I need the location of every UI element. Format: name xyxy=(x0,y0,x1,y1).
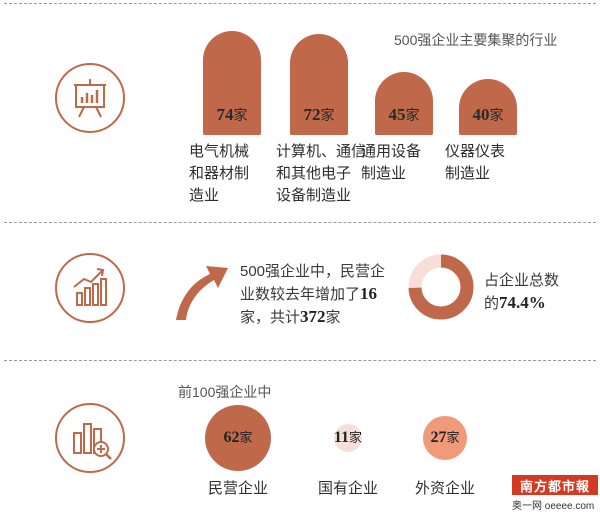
category-label-line: 制造业 xyxy=(361,165,407,182)
top100-title: 前100强企业中 xyxy=(178,384,272,400)
bubble-category-label: 国有企业 xyxy=(317,480,378,497)
bar-4: 40家 xyxy=(459,79,517,135)
bubble-value: 27 xyxy=(430,429,447,446)
bar-value-label: 72家 xyxy=(290,105,348,125)
bubble-unit: 家 xyxy=(349,430,363,445)
bubble-value-label: 11家 xyxy=(308,427,388,447)
bar-value: 74 xyxy=(216,105,234,124)
bar-value-label: 45家 xyxy=(375,105,433,125)
industry-chart-title: 500强企业主要集聚的行业 xyxy=(394,32,558,48)
stat-line-2-text: 业数较去年增加了 xyxy=(240,286,361,303)
divider-middle-2 xyxy=(4,360,596,361)
share-caption-line-1: 占企业总数 xyxy=(484,272,560,289)
bar-1: 74家 xyxy=(203,31,261,135)
bar-value: 72 xyxy=(303,105,321,124)
bar-unit: 家 xyxy=(405,107,420,123)
bubble-category-label: 民营企业 xyxy=(207,480,268,497)
bubble-1 xyxy=(205,405,271,471)
newspaper-logo: 南方都市報 xyxy=(512,475,598,495)
bubble-unit: 家 xyxy=(446,430,460,445)
bar-value: 45 xyxy=(388,105,406,124)
share-donut-chart xyxy=(408,254,474,320)
curved-arrow-icon xyxy=(176,266,228,320)
bar-2: 72家 xyxy=(290,34,348,135)
donut-share-arc xyxy=(408,254,474,320)
category-label-line: 仪器仪表 xyxy=(445,143,506,160)
bubble-category-label: 外资企业 xyxy=(414,480,475,497)
growth-chart-icon xyxy=(55,253,125,323)
divider-middle-1 xyxy=(4,222,596,223)
category-label-line: 计算机、通信 xyxy=(276,143,367,160)
bar-unit: 家 xyxy=(233,107,248,123)
category-label-line: 通用设备 xyxy=(361,143,422,160)
category-label: 仪器仪表 制造业 xyxy=(445,141,505,185)
stat-line-3: 家，共计372家 xyxy=(240,306,385,329)
logo-subtitle: 奥一网 oeeee.com xyxy=(512,501,595,512)
stat-increase-value: 16 xyxy=(360,284,378,303)
private-enterprise-stat: 500强企业中，民营企 业数较去年增加了16 家，共计372家 xyxy=(240,261,385,329)
share-caption-line-2: 的74.4% xyxy=(484,292,559,315)
bubble-value: 62 xyxy=(223,429,240,446)
stat-line-3-unit: 家 xyxy=(325,309,341,326)
bubble-3 xyxy=(423,416,467,460)
stat-line-3-text: 家，共计 xyxy=(240,309,301,326)
stat-total-value: 372 xyxy=(300,307,326,326)
bar-value-label: 40家 xyxy=(459,105,517,125)
category-label-line: 和其他电子 xyxy=(276,165,352,182)
share-caption-prefix: 的 xyxy=(484,295,500,312)
bar-3: 45家 xyxy=(375,72,433,135)
stat-line-2: 业数较去年增加了16 xyxy=(240,283,385,306)
category-label-line: 设备制造业 xyxy=(276,187,352,204)
bar-value: 40 xyxy=(472,105,490,124)
bubble-value-label: 62家 xyxy=(198,427,278,447)
bar-value-label: 74家 xyxy=(203,105,261,125)
category-label-line: 造业 xyxy=(189,187,220,204)
bubble-value: 11 xyxy=(333,429,350,446)
bar-magnify-icon xyxy=(55,403,125,473)
share-caption: 占企业总数 的74.4% xyxy=(484,270,559,315)
stat-line-1: 500强企业中，民营企 xyxy=(240,263,386,280)
category-label: 通用设备 制造业 xyxy=(361,141,421,185)
category-label: 计算机、通信 和其他电子设备制造业 xyxy=(276,141,366,207)
divider-top xyxy=(4,3,596,4)
category-label-line: 和器材制 xyxy=(189,165,250,182)
bar-unit: 家 xyxy=(489,107,504,123)
presentation-chart-icon xyxy=(55,63,125,133)
category-label-line: 电气机械 xyxy=(189,143,250,160)
bubble-2 xyxy=(334,424,362,452)
bar-unit: 家 xyxy=(320,107,335,123)
category-label: 电气机械和器材制造业 xyxy=(189,141,249,207)
share-value: 74.4% xyxy=(499,293,546,312)
bubble-unit: 家 xyxy=(239,430,253,445)
logo-name: 南方都市報 xyxy=(519,479,590,494)
bubble-value-label: 27家 xyxy=(405,427,485,447)
category-label-line: 制造业 xyxy=(445,165,491,182)
